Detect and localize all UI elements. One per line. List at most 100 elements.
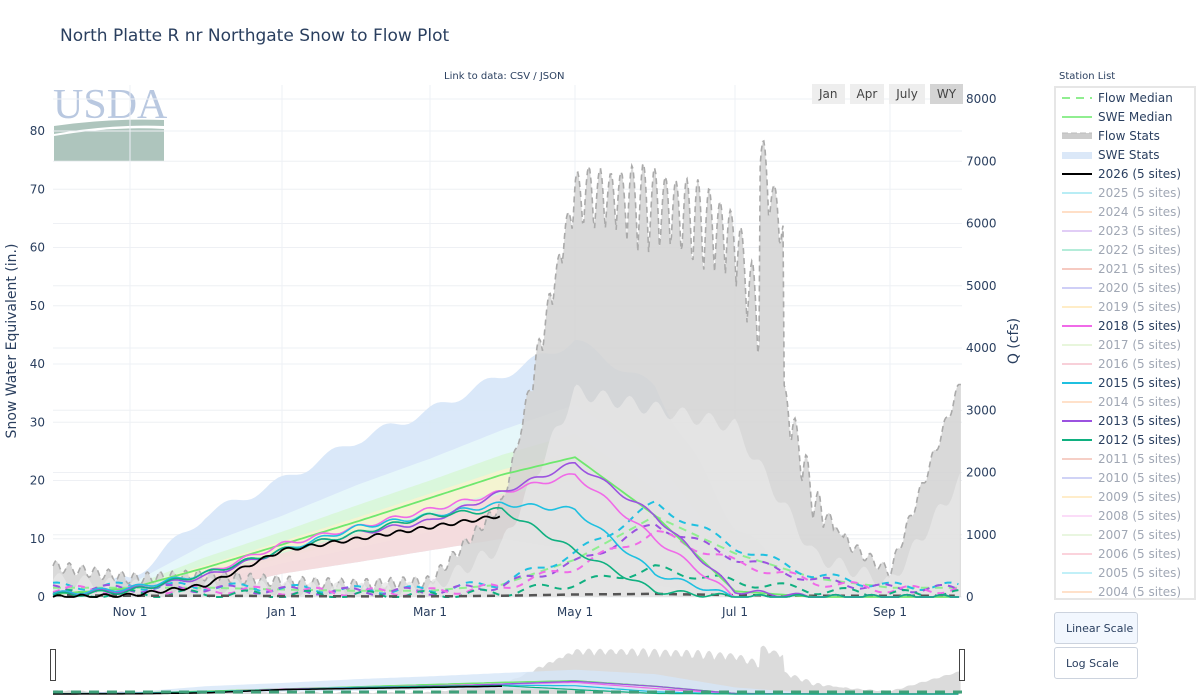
legend-swatch-icon bbox=[1062, 130, 1092, 142]
legend-item-label: 2015 (5 sites) bbox=[1098, 375, 1182, 390]
legend-item[interactable]: 2023 (5 sites) bbox=[1056, 221, 1194, 240]
legend-item-label: 2010 (5 sites) bbox=[1098, 470, 1182, 485]
legend-item[interactable]: 2004 (5 sites) bbox=[1056, 582, 1194, 599]
svg-text:0: 0 bbox=[37, 590, 45, 604]
legend-item[interactable]: 2019 (5 sites) bbox=[1056, 297, 1194, 316]
svg-text:4000: 4000 bbox=[966, 341, 997, 355]
data-link-separator: / bbox=[530, 71, 540, 82]
range-apr-button[interactable]: Apr bbox=[849, 84, 885, 104]
plot-area[interactable] bbox=[52, 139, 961, 598]
axes: 0 10 20 30 40 50 60 70 80 0 1000 2000 3000 4000 5000 60… bbox=[4, 92, 1022, 619]
legend-item-label: 2021 (5 sites) bbox=[1098, 261, 1182, 276]
svg-text:Nov 1: Nov 1 bbox=[113, 605, 148, 619]
svg-text:Q (cfs): Q (cfs) bbox=[1006, 318, 1022, 364]
legend-item[interactable]: 2012 (5 sites) bbox=[1056, 430, 1194, 449]
legend-item-label: 2013 (5 sites) bbox=[1098, 413, 1182, 428]
legend-swatch-icon bbox=[1062, 111, 1092, 123]
legend-item[interactable]: 2021 (5 sites) bbox=[1056, 259, 1194, 278]
legend-item[interactable]: Flow Stats bbox=[1056, 126, 1194, 145]
legend-item[interactable]: 2025 (5 sites) bbox=[1056, 183, 1194, 202]
legend-item-label: Flow Stats bbox=[1098, 128, 1160, 143]
csv-link[interactable]: CSV bbox=[509, 71, 531, 82]
legend-item-label: 2018 (5 sites) bbox=[1098, 318, 1182, 333]
legend-item-label: 2005 (5 sites) bbox=[1098, 565, 1182, 580]
legend-item[interactable]: 2011 (5 sites) bbox=[1056, 449, 1194, 468]
legend-swatch-icon bbox=[1062, 92, 1092, 104]
svg-text:Sep 1: Sep 1 bbox=[873, 605, 907, 619]
legend-swatch-icon bbox=[1062, 548, 1092, 560]
svg-text:30: 30 bbox=[30, 415, 45, 429]
legend-swatch-icon bbox=[1062, 396, 1092, 408]
legend-item[interactable]: 2018 (5 sites) bbox=[1056, 316, 1194, 335]
legend-swatch-icon bbox=[1062, 472, 1092, 484]
linear-scale-button[interactable]: Linear Scale bbox=[1054, 612, 1138, 644]
legend-item[interactable]: 2005 (5 sites) bbox=[1056, 563, 1194, 582]
range-july-button[interactable]: July bbox=[889, 84, 925, 104]
legend-item[interactable]: SWE Median bbox=[1056, 107, 1194, 126]
legend-item[interactable]: 2008 (5 sites) bbox=[1056, 506, 1194, 525]
legend-swatch-icon bbox=[1062, 415, 1092, 427]
svg-text:Mar 1: Mar 1 bbox=[413, 605, 447, 619]
legend-swatch-icon bbox=[1062, 225, 1092, 237]
legend-item[interactable]: 2016 (5 sites) bbox=[1056, 354, 1194, 373]
legend-item-label: 2012 (5 sites) bbox=[1098, 432, 1182, 447]
legend-title: Station List bbox=[1059, 71, 1116, 82]
legend-item[interactable]: 2006 (5 sites) bbox=[1056, 544, 1194, 563]
legend-item-label: 2004 (5 sites) bbox=[1098, 584, 1182, 599]
legend-swatch-icon bbox=[1062, 301, 1092, 313]
legend-item-label: 2006 (5 sites) bbox=[1098, 546, 1182, 561]
legend-swatch-icon bbox=[1062, 358, 1092, 370]
svg-text:60: 60 bbox=[30, 241, 45, 255]
legend-item[interactable]: 2014 (5 sites) bbox=[1056, 392, 1194, 411]
legend-swatch-icon bbox=[1062, 263, 1092, 275]
legend-item[interactable]: 2020 (5 sites) bbox=[1056, 278, 1194, 297]
chart-title: North Platte R nr Northgate Snow to Flow… bbox=[60, 26, 450, 46]
svg-text:Jul 1: Jul 1 bbox=[721, 605, 748, 619]
usda-logo: USDA bbox=[53, 82, 168, 161]
legend-swatch-icon bbox=[1062, 339, 1092, 351]
svg-text:50: 50 bbox=[30, 299, 45, 313]
range-wy-button[interactable]: WY bbox=[929, 84, 964, 104]
legend[interactable]: Flow Median SWE Median Flow Stats SWE Stats… bbox=[1054, 86, 1196, 600]
legend-item[interactable]: 2024 (5 sites) bbox=[1056, 202, 1194, 221]
svg-text:20: 20 bbox=[30, 474, 45, 488]
legend-item-label: 2020 (5 sites) bbox=[1098, 280, 1182, 295]
flow-stats-band bbox=[53, 141, 961, 597]
svg-text:80: 80 bbox=[30, 124, 45, 138]
legend-item[interactable]: 2009 (5 sites) bbox=[1056, 487, 1194, 506]
legend-item[interactable]: 2026 (5 sites) bbox=[1056, 164, 1194, 183]
range-slider-right-handle[interactable] bbox=[959, 649, 965, 681]
legend-item-label: 2026 (5 sites) bbox=[1098, 166, 1182, 181]
log-scale-button[interactable]: Log Scale bbox=[1054, 647, 1138, 679]
legend-item[interactable]: SWE Stats bbox=[1056, 145, 1194, 164]
legend-item-label: SWE Stats bbox=[1098, 147, 1160, 162]
legend-item-label: 2008 (5 sites) bbox=[1098, 508, 1182, 523]
legend-swatch-icon bbox=[1062, 244, 1092, 256]
legend-item-label: 2007 (5 sites) bbox=[1098, 527, 1182, 542]
range-slider-left-handle[interactable] bbox=[50, 649, 56, 681]
legend-swatch-icon bbox=[1062, 529, 1092, 541]
range-jan-button[interactable]: Jan bbox=[812, 84, 845, 104]
legend-item-label: 2011 (5 sites) bbox=[1098, 451, 1182, 466]
svg-text:70: 70 bbox=[30, 182, 45, 196]
json-link[interactable]: JSON bbox=[539, 71, 565, 82]
data-link: Link to data: CSV / JSON bbox=[444, 71, 565, 82]
svg-text:May 1: May 1 bbox=[557, 605, 593, 619]
legend-item[interactable]: 2010 (5 sites) bbox=[1056, 468, 1194, 487]
legend-item[interactable]: 2022 (5 sites) bbox=[1056, 240, 1194, 259]
range-slider[interactable] bbox=[53, 645, 962, 695]
legend-swatch-icon bbox=[1062, 491, 1092, 503]
svg-text:40: 40 bbox=[30, 357, 45, 371]
svg-text:7000: 7000 bbox=[966, 154, 997, 168]
svg-text:8000: 8000 bbox=[966, 92, 997, 106]
svg-text:Snow Water Equivalent (in.): Snow Water Equivalent (in.) bbox=[4, 244, 20, 439]
legend-item[interactable]: 2015 (5 sites) bbox=[1056, 373, 1194, 392]
legend-swatch-icon bbox=[1062, 453, 1092, 465]
legend-item-label: 2009 (5 sites) bbox=[1098, 489, 1182, 504]
legend-item[interactable]: 2007 (5 sites) bbox=[1056, 525, 1194, 544]
legend-item[interactable]: 2017 (5 sites) bbox=[1056, 335, 1194, 354]
legend-item[interactable]: 2013 (5 sites) bbox=[1056, 411, 1194, 430]
legend-item[interactable]: Flow Median bbox=[1056, 88, 1194, 107]
legend-swatch-icon bbox=[1062, 567, 1092, 579]
